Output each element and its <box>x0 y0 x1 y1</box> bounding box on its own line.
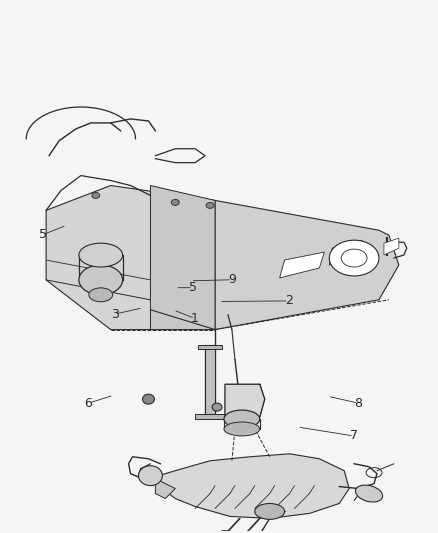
Polygon shape <box>205 344 215 414</box>
Ellipse shape <box>206 203 214 208</box>
Polygon shape <box>150 185 215 329</box>
Text: 5: 5 <box>189 281 197 294</box>
Ellipse shape <box>224 422 260 436</box>
Ellipse shape <box>356 485 383 502</box>
Polygon shape <box>279 252 324 278</box>
Text: 6: 6 <box>85 397 92 410</box>
Ellipse shape <box>224 410 260 428</box>
Ellipse shape <box>79 265 123 295</box>
Polygon shape <box>384 238 399 255</box>
Ellipse shape <box>142 394 155 404</box>
Ellipse shape <box>171 199 179 205</box>
Polygon shape <box>155 454 349 519</box>
Text: 9: 9 <box>228 273 236 286</box>
Ellipse shape <box>92 192 100 198</box>
Polygon shape <box>195 414 225 419</box>
Text: 8: 8 <box>354 397 362 410</box>
Ellipse shape <box>329 240 379 276</box>
Ellipse shape <box>212 403 222 411</box>
Ellipse shape <box>79 243 123 267</box>
Polygon shape <box>215 200 399 329</box>
Polygon shape <box>198 344 222 350</box>
Text: 7: 7 <box>350 430 358 442</box>
Polygon shape <box>225 384 265 417</box>
Ellipse shape <box>138 466 162 486</box>
Text: 2: 2 <box>285 294 293 308</box>
Ellipse shape <box>89 288 113 302</box>
Text: 1: 1 <box>191 312 199 325</box>
Text: 3: 3 <box>111 308 119 321</box>
Text: 5: 5 <box>39 228 47 241</box>
Polygon shape <box>155 479 175 498</box>
Polygon shape <box>46 185 215 329</box>
Polygon shape <box>329 240 362 265</box>
Ellipse shape <box>255 504 285 519</box>
